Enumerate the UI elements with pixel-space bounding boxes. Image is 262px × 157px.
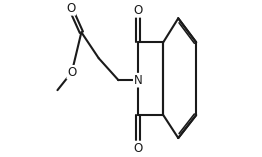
Text: N: N xyxy=(134,74,143,87)
Text: O: O xyxy=(134,141,143,154)
Text: O: O xyxy=(66,2,75,15)
Text: O: O xyxy=(67,66,77,79)
Text: O: O xyxy=(134,4,143,17)
